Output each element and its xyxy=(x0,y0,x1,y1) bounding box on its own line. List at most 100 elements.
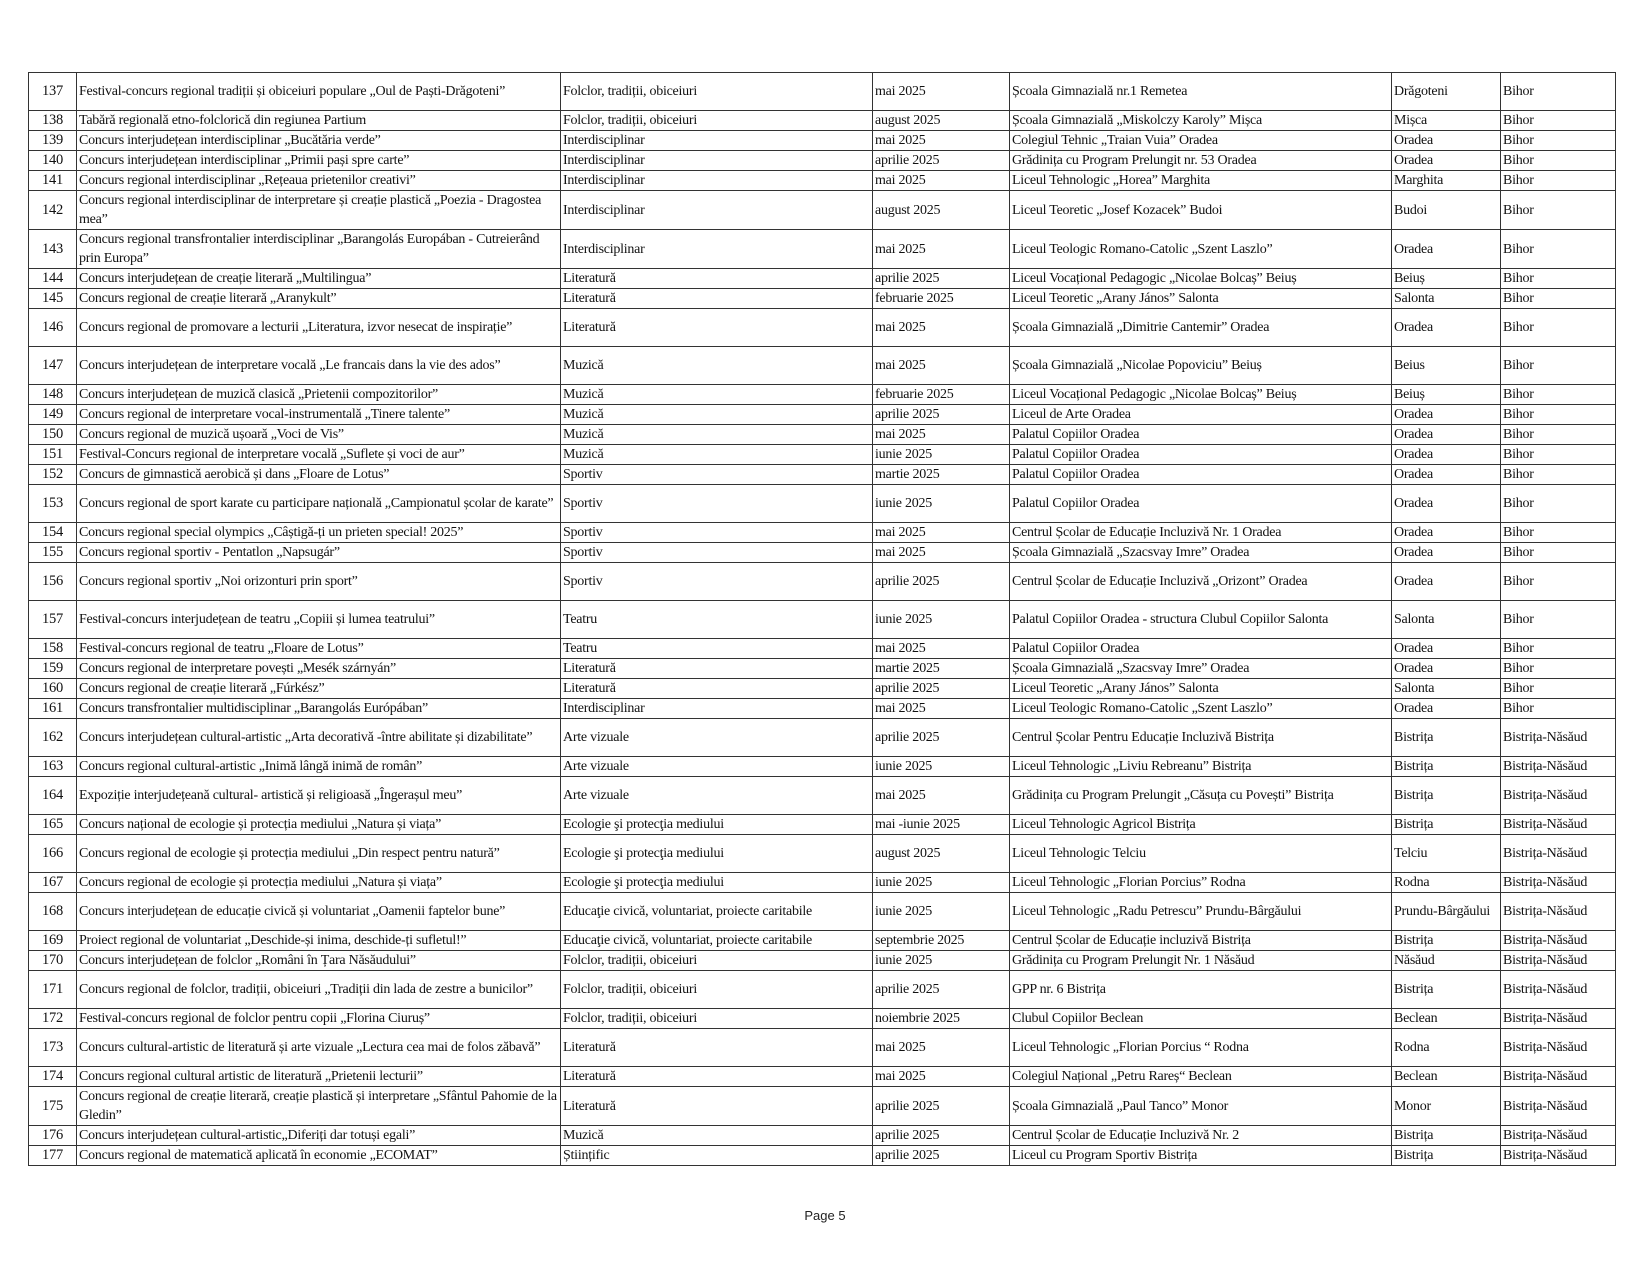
organizer-school-cell: Liceul Teoretic „Josef Kozacek” Budoi xyxy=(1009,190,1392,230)
organizer-school-cell: Palatul Copiilor Oradea xyxy=(1009,424,1392,445)
organizer-school-cell: Școala Gimnazială „Szacsvay Imre” Oradea xyxy=(1009,542,1392,563)
locality-cell: Rodna xyxy=(1391,1028,1501,1067)
table-row: 176 Concurs interjudețean cultural-artist… xyxy=(28,1125,1616,1146)
row-number-cell: 144 xyxy=(28,268,77,289)
period-cell: aprilie 2025 xyxy=(872,268,1010,289)
row-number-cell: 158 xyxy=(28,638,77,659)
county-cell: Bihor xyxy=(1500,658,1616,679)
organizer-school-cell: Clubul Copiilor Beclean xyxy=(1009,1008,1392,1029)
organizer-school-cell: Colegiul Național „Petru Rareș“ Beclean xyxy=(1009,1066,1392,1087)
locality-cell: Monor xyxy=(1391,1086,1501,1126)
county-cell: Bihor xyxy=(1500,542,1616,563)
competition-title-cell: Concurs regional cultural artistic de li… xyxy=(76,1066,561,1087)
domain-cell: Folclor, tradiții, obiceiuri xyxy=(560,1008,873,1029)
domain-cell: Muzică xyxy=(560,1125,873,1146)
period-cell: aprilie 2025 xyxy=(872,678,1010,699)
period-cell: aprilie 2025 xyxy=(872,970,1010,1009)
table-row: 164 Expoziție interjudețeană cultural- ar… xyxy=(28,776,1616,815)
domain-cell: Literatură xyxy=(560,678,873,699)
competition-title-cell: Concurs interjudețean de folclor „Români… xyxy=(76,950,561,971)
domain-cell: Muzică xyxy=(560,384,873,405)
competition-title-cell: Concurs interjudețean de interpretare vo… xyxy=(76,346,561,385)
period-cell: aprilie 2025 xyxy=(872,562,1010,601)
locality-cell: Oradea xyxy=(1391,658,1501,679)
locality-cell: Beiuș xyxy=(1391,268,1501,289)
table-row: 173 Concurs cultural-artistic de literatu… xyxy=(28,1028,1616,1067)
organizer-school-cell: Grădinița cu Program Prelungit nr. 53 Or… xyxy=(1009,150,1392,171)
period-cell: iunie 2025 xyxy=(872,872,1010,893)
row-number-cell: 173 xyxy=(28,1028,77,1067)
locality-cell: Beius xyxy=(1391,346,1501,385)
period-cell: aprilie 2025 xyxy=(872,1086,1010,1126)
competition-title-cell: Concurs regional transfrontalier interdi… xyxy=(76,229,561,269)
table-row: 148 Concurs interjudețean de muzică clasi… xyxy=(28,384,1616,405)
row-number-cell: 148 xyxy=(28,384,77,405)
locality-cell: Bistrița xyxy=(1391,1125,1501,1146)
row-number-cell: 150 xyxy=(28,424,77,445)
domain-cell: Muzică xyxy=(560,444,873,465)
domain-cell: Ecologie şi protecţia mediului xyxy=(560,814,873,835)
county-cell: Bihor xyxy=(1500,698,1616,719)
locality-cell: Salonta xyxy=(1391,600,1501,639)
competition-title-cell: Festival-concurs interjudețean de teatru… xyxy=(76,600,561,639)
organizer-school-cell: Școala Gimnazială nr.1 Remetea xyxy=(1009,72,1392,111)
competition-title-cell: Proiect regional de voluntariat „Deschid… xyxy=(76,930,561,951)
organizer-school-cell: Școala Gimnazială „Szacsvay Imre” Oradea xyxy=(1009,658,1392,679)
competition-title-cell: Concurs regional special olympics „Câști… xyxy=(76,522,561,543)
organizer-school-cell: Centrul Școlar de Educație Incluzivă Nr.… xyxy=(1009,522,1392,543)
county-cell: Bihor xyxy=(1500,288,1616,309)
organizer-school-cell: Liceul Tehnologic Agricol Bistrița xyxy=(1009,814,1392,835)
locality-cell: Budoi xyxy=(1391,190,1501,230)
table-row: 156 Concurs regional sportiv „Noi orizont… xyxy=(28,562,1616,601)
organizer-school-cell: Palatul Copiilor Oradea xyxy=(1009,484,1392,523)
domain-cell: Muzică xyxy=(560,424,873,445)
row-number-cell: 155 xyxy=(28,542,77,563)
domain-cell: Interdisciplinar xyxy=(560,150,873,171)
competition-title-cell: Concurs regional de interpretare povești… xyxy=(76,658,561,679)
locality-cell: Oradea xyxy=(1391,424,1501,445)
domain-cell: Muzică xyxy=(560,404,873,425)
organizer-school-cell: Liceul cu Program Sportiv Bistrița xyxy=(1009,1145,1392,1166)
competition-title-cell: Concurs interjudețean cultural-artistic … xyxy=(76,718,561,757)
county-cell: Bihor xyxy=(1500,444,1616,465)
county-cell: Bihor xyxy=(1500,404,1616,425)
row-number-cell: 152 xyxy=(28,464,77,485)
competition-title-cell: Concurs de gimnastică aerobică și dans „… xyxy=(76,464,561,485)
domain-cell: Interdisciplinar xyxy=(560,229,873,269)
table-row: 170 Concurs interjudețean de folclor „Rom… xyxy=(28,950,1616,971)
row-number-cell: 168 xyxy=(28,892,77,931)
organizer-school-cell: Liceul Tehnologic „Florian Porcius “ Rod… xyxy=(1009,1028,1392,1067)
row-number-cell: 159 xyxy=(28,658,77,679)
domain-cell: Sportiv xyxy=(560,484,873,523)
organizer-school-cell: Liceul Teoretic „Arany János” Salonta xyxy=(1009,288,1392,309)
table-row: 168 Concurs interjudețean de educație civ… xyxy=(28,892,1616,931)
organizer-school-cell: Liceul de Arte Oradea xyxy=(1009,404,1392,425)
organizer-school-cell: Centrul Școlar de Educație Incluzivă „Or… xyxy=(1009,562,1392,601)
table-row: 144 Concurs interjudețean de creație lite… xyxy=(28,268,1616,289)
competition-title-cell: Concurs regional de ecologie și protecți… xyxy=(76,872,561,893)
organizer-school-cell: Liceul Tehnologic „Florian Porcius” Rodn… xyxy=(1009,872,1392,893)
table-row: 141 Concurs regional interdisciplinar „Re… xyxy=(28,170,1616,191)
domain-cell: Interdisciplinar xyxy=(560,698,873,719)
locality-cell: Salonta xyxy=(1391,678,1501,699)
domain-cell: Folclor, tradiții, obiceiuri xyxy=(560,110,873,131)
competition-title-cell: Concurs regional sportiv - Pentatlon „Na… xyxy=(76,542,561,563)
period-cell: august 2025 xyxy=(872,110,1010,131)
row-number-cell: 141 xyxy=(28,170,77,191)
table-row: 157 Festival-concurs interjudețean de tea… xyxy=(28,600,1616,639)
county-cell: Bistrița-Năsăud xyxy=(1500,1028,1616,1067)
competition-title-cell: Concurs interjudețean interdisciplinar „… xyxy=(76,130,561,151)
county-cell: Bistrița-Năsăud xyxy=(1500,872,1616,893)
row-number-cell: 169 xyxy=(28,930,77,951)
competition-title-cell: Concurs național de ecologie și protecți… xyxy=(76,814,561,835)
domain-cell: Ecologie şi protecţia mediului xyxy=(560,872,873,893)
table-row: 142 Concurs regional interdisciplinar de … xyxy=(28,190,1616,230)
locality-cell: Oradea xyxy=(1391,404,1501,425)
period-cell: mai 2025 xyxy=(872,638,1010,659)
period-cell: noiembrie 2025 xyxy=(872,1008,1010,1029)
domain-cell: Folclor, tradiții, obiceiuri xyxy=(560,950,873,971)
period-cell: mai 2025 xyxy=(872,1066,1010,1087)
domain-cell: Interdisciplinar xyxy=(560,130,873,151)
table-row: 174 Concurs regional cultural artistic de… xyxy=(28,1066,1616,1087)
period-cell: aprilie 2025 xyxy=(872,404,1010,425)
